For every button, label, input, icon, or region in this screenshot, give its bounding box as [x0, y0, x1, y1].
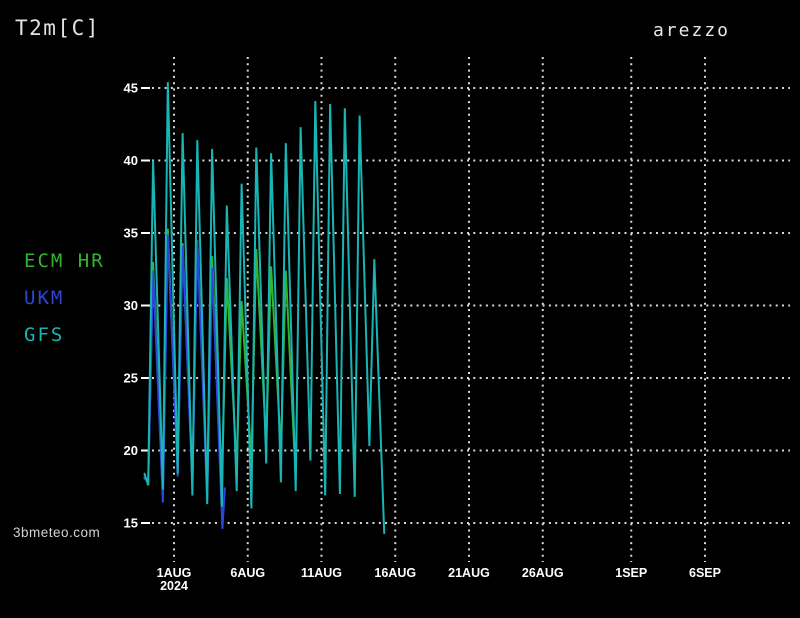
x-tick-label: 6AUG	[230, 566, 265, 580]
y-tick-label: 20	[124, 443, 138, 458]
y-tick-label: 45	[124, 81, 138, 96]
y-tick-label: 40	[124, 153, 138, 168]
x-tick-label: 11AUG	[301, 566, 342, 580]
y-tick-label: 15	[124, 516, 138, 531]
y-tick-label: 30	[124, 298, 138, 313]
watermark-3bmeteo: 3bmeteo.com	[13, 525, 101, 540]
gfs-line	[143, 82, 386, 535]
x-tick-label: 16AUG	[374, 566, 416, 580]
x-tick-label: 6SEP	[689, 566, 721, 580]
y-tick-label: 25	[124, 371, 138, 386]
x-tick-label: 1SEP	[615, 566, 647, 580]
x-tick-label: 1AUG	[157, 566, 192, 580]
x-tick-label: 26AUG	[522, 566, 564, 580]
chart-title: T2m[C]	[15, 16, 100, 40]
y-tick-label: 35	[124, 226, 138, 241]
legend-item-ecm-hr: ECM HR	[24, 250, 105, 272]
x-tick-label: 21AUG	[448, 566, 490, 580]
station-name: arezzo	[652, 20, 730, 41]
x-tick-sublabel: 2024	[160, 579, 188, 593]
model-legend: ECM HR UKM GFS	[24, 243, 105, 354]
legend-item-gfs: GFS	[24, 324, 65, 346]
ukm-line	[143, 234, 226, 529]
legend-item-ukm: UKM	[24, 287, 65, 309]
